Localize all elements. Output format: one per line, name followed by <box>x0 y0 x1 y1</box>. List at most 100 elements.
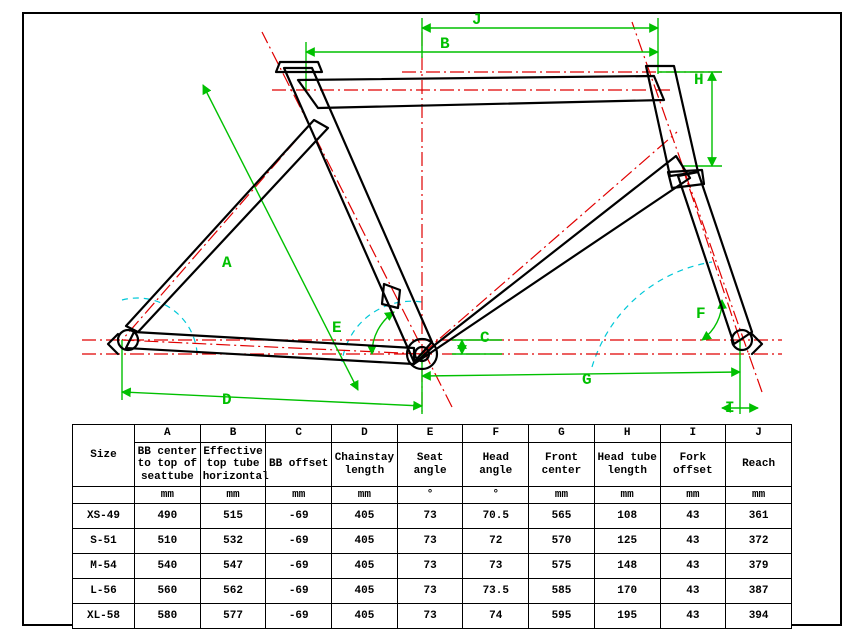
row-value: 405 <box>332 504 398 529</box>
col-unit: ° <box>463 487 529 504</box>
col-letter: H <box>594 425 660 443</box>
col-name: Reach <box>726 443 792 487</box>
row-value: 510 <box>135 529 201 554</box>
row-size: S-51 <box>73 529 135 554</box>
col-letter: B <box>200 425 266 443</box>
col-unit: mm <box>660 487 726 504</box>
page: A B C D E F G H I J Size A <box>0 0 864 638</box>
col-name: Fork offset <box>660 443 726 487</box>
row-value: 43 <box>660 554 726 579</box>
dim-label-D: D <box>222 391 232 409</box>
table-header-letters: Size A B C D E F G H I J <box>73 425 792 443</box>
row-value: 405 <box>332 579 398 604</box>
col-letter: C <box>266 425 332 443</box>
table-size-header: Size <box>73 425 135 487</box>
row-value: 43 <box>660 579 726 604</box>
row-value: 405 <box>332 604 398 629</box>
dim-label-G: G <box>582 371 592 389</box>
row-size: M-54 <box>73 554 135 579</box>
row-value: 547 <box>200 554 266 579</box>
row-value: 73 <box>397 504 463 529</box>
col-name: BB offset <box>266 443 332 487</box>
row-value: 195 <box>594 604 660 629</box>
col-letter: I <box>660 425 726 443</box>
row-value: 560 <box>135 579 201 604</box>
row-value: 73 <box>463 554 529 579</box>
row-value: 580 <box>135 604 201 629</box>
row-value: 575 <box>529 554 595 579</box>
geometry-table-container: Size A B C D E F G H I J BB center to to… <box>72 424 792 629</box>
row-value: 570 <box>529 529 595 554</box>
col-unit: mm <box>332 487 398 504</box>
row-value: 540 <box>135 554 201 579</box>
dim-label-C: C <box>480 329 490 347</box>
table-row: XS-49490515-694057370.556510843361 <box>73 504 792 529</box>
row-value: 577 <box>200 604 266 629</box>
table-row: XL-58580577-69405737459519543394 <box>73 604 792 629</box>
row-value: 125 <box>594 529 660 554</box>
col-unit: mm <box>135 487 201 504</box>
table-header-units: mm mm mm mm ° ° mm mm mm mm <box>73 487 792 504</box>
dim-label-H: H <box>694 71 704 89</box>
row-value: 394 <box>726 604 792 629</box>
table-row: L-56560562-694057373.558517043387 <box>73 579 792 604</box>
col-unit: mm <box>594 487 660 504</box>
col-name: Effective top tube horizontal <box>200 443 266 487</box>
table-row: S-51510532-69405737257012543372 <box>73 529 792 554</box>
row-value: -69 <box>266 579 332 604</box>
col-name: BB center to top of seattube <box>135 443 201 487</box>
unit-blank <box>73 487 135 504</box>
col-letter: J <box>726 425 792 443</box>
col-unit: ° <box>397 487 463 504</box>
dim-label-B: B <box>440 35 450 53</box>
dim-label-A: A <box>222 254 232 272</box>
row-value: 43 <box>660 604 726 629</box>
row-size: XS-49 <box>73 504 135 529</box>
col-name: Chainstay length <box>332 443 398 487</box>
row-value: 73 <box>397 579 463 604</box>
row-value: 387 <box>726 579 792 604</box>
angle-arcs <box>122 262 712 367</box>
row-value: 565 <box>529 504 595 529</box>
row-value: 585 <box>529 579 595 604</box>
col-name: Head tube length <box>594 443 660 487</box>
row-value: -69 <box>266 554 332 579</box>
row-value: 562 <box>200 579 266 604</box>
row-value: 148 <box>594 554 660 579</box>
row-value: 43 <box>660 504 726 529</box>
row-value: 515 <box>200 504 266 529</box>
row-value: -69 <box>266 529 332 554</box>
row-size: L-56 <box>73 579 135 604</box>
geometry-table-body: XS-49490515-694057370.556510843361S-5151… <box>73 504 792 629</box>
row-size: XL-58 <box>73 604 135 629</box>
col-letter: A <box>135 425 201 443</box>
col-unit: mm <box>726 487 792 504</box>
col-letter: F <box>463 425 529 443</box>
row-value: 170 <box>594 579 660 604</box>
row-value: 405 <box>332 554 398 579</box>
row-value: 73 <box>397 604 463 629</box>
bike-frame-outline <box>108 62 762 369</box>
row-value: 490 <box>135 504 201 529</box>
col-unit: mm <box>200 487 266 504</box>
geometry-table: Size A B C D E F G H I J BB center to to… <box>72 424 792 629</box>
row-value: 73 <box>397 554 463 579</box>
row-value: 379 <box>726 554 792 579</box>
table-header-names: BB center to top of seattube Effective t… <box>73 443 792 487</box>
col-letter: D <box>332 425 398 443</box>
row-value: 74 <box>463 604 529 629</box>
col-unit: mm <box>266 487 332 504</box>
row-value: 372 <box>726 529 792 554</box>
bike-geometry-diagram: A B C D E F G H I J <box>22 12 842 424</box>
row-value: 72 <box>463 529 529 554</box>
dim-label-F: F <box>696 305 706 323</box>
row-value: -69 <box>266 504 332 529</box>
row-value: 361 <box>726 504 792 529</box>
row-value: 532 <box>200 529 266 554</box>
row-value: 73.5 <box>463 579 529 604</box>
row-value: 595 <box>529 604 595 629</box>
row-value: 73 <box>397 529 463 554</box>
dim-label-J: J <box>472 12 482 29</box>
table-row: M-54540547-69405737357514843379 <box>73 554 792 579</box>
dim-label-I: I <box>725 399 735 417</box>
